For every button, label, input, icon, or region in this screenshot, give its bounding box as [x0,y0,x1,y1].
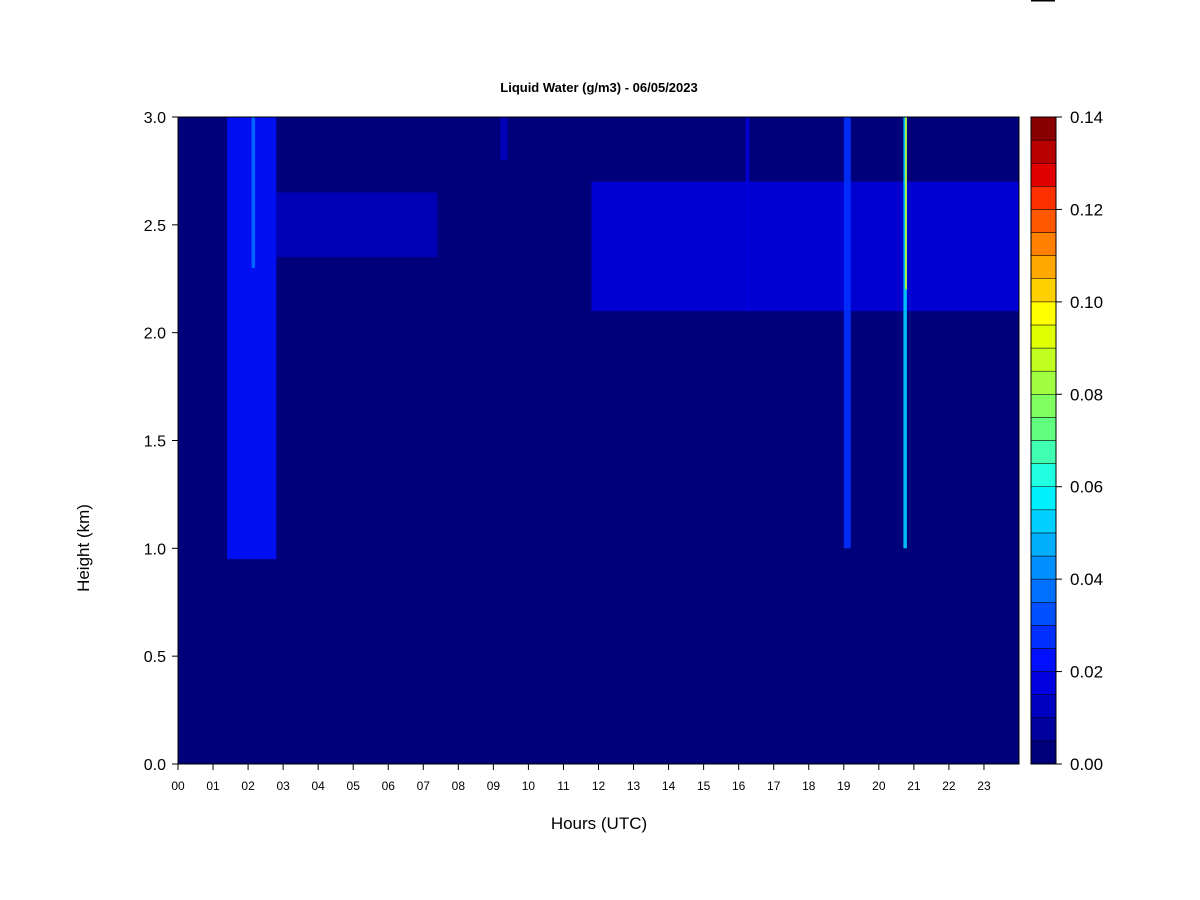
colorbar-tick-label: 0.04 [1070,570,1103,589]
colorbar-segment [1030,463,1057,487]
x-tick-label: 10 [522,779,536,793]
chart-title: Liquid Water (g/m3) - 06/05/2023 [500,80,697,95]
x-tick-label: 20 [872,779,886,793]
x-tick-label: 11 [557,779,570,793]
colorbar-segment [1030,162,1057,187]
y-axis-label: Height (km) [74,504,93,592]
x-tick-label: 14 [662,779,676,793]
x-tick-label: 13 [627,779,641,793]
colorbar-segment [1030,694,1057,719]
colorbar-tick-label: 0.00 [1070,755,1103,774]
colorbar-segment [1030,255,1057,279]
x-tick-label: 05 [347,779,361,793]
x-tick-label: 06 [382,779,396,793]
x-tick-label: 18 [802,779,816,793]
colorbar-segment [1030,209,1057,233]
corner-mark [1031,0,1055,2]
y-axis: 0.0 0.5 1.0 1.5 2.0 2.5 3.0 [144,110,178,774]
colorbar-tick-label: 0.02 [1070,663,1103,682]
x-tick-label: 16 [732,779,746,793]
x-tick-label: 12 [592,779,606,793]
colorbar-segment [1030,671,1057,695]
cloud_layer-1 [591,181,1019,312]
x-tick-label: 01 [206,779,220,793]
x-tick-label: 07 [417,779,431,793]
column-5 [903,117,907,549]
x-tick-label: 02 [241,779,255,793]
colorbar-segment [1030,324,1057,349]
colorbar-tick-label: 0.12 [1070,200,1103,219]
colorbar-segment [1030,648,1057,672]
colorbar-segment [1030,602,1057,626]
x-axis-label: Hours (UTC) [551,814,647,833]
colorbar-tick-label: 0.06 [1070,478,1103,497]
colorbar-segment [1030,440,1057,464]
column-8 [500,117,508,161]
y-tick-label: 3.0 [144,110,166,127]
colorbar-segment [1030,417,1057,441]
column-3 [251,117,256,268]
colorbar-segment [1030,740,1057,765]
x-tick-label: 19 [837,779,851,793]
colorbar-segment [1030,509,1057,534]
y-tick-label: 2.5 [144,218,166,235]
colorbar-segment [1030,186,1057,210]
x-tick-label: 15 [697,779,711,793]
colorbar-tick-label: 0.10 [1070,293,1103,312]
column-6 [905,117,907,290]
colorbar-tick-label: 0.14 [1070,108,1103,127]
x-tick-label: 03 [276,779,290,793]
x-tick-label: 04 [311,779,325,793]
x-tick-label: 09 [487,779,501,793]
x-tick-label: 23 [977,779,991,793]
y-tick-label: 1.5 [144,434,166,451]
colorbar-frame [1030,116,1057,765]
column-7 [745,117,750,312]
x-tick-label: 22 [942,779,956,793]
x-tick-label: 08 [452,779,466,793]
colorbar-tick-label: 0.08 [1070,385,1103,404]
colorbar-ticks: 0.00 0.02 0.04 0.06 0.08 0.10 0.12 0.14 [1056,108,1103,774]
colorbar-segment [1030,301,1057,326]
cloud_layer-0 [276,192,438,258]
x-tick-label: 17 [767,779,781,793]
y-tick-label: 0.5 [144,649,166,666]
colorbar-segment [1030,394,1057,418]
colorbar-segment [1030,578,1057,603]
column-4 [843,117,851,549]
y-tick-label: 1.0 [144,541,166,558]
x-axis: 00 01 02 03 04 05 06 07 08 09 10 11 12 13 14 15 16 17 18 19… [171,764,991,793]
colorbar-segment [1030,717,1057,742]
colorbar-segment [1030,116,1057,141]
colorbar-segment [1030,347,1057,372]
y-tick-label: 0.0 [144,757,166,774]
x-tick-label: 21 [907,779,921,793]
colorbar-segment [1030,370,1057,395]
colorbar-segment [1030,139,1057,164]
colorbar [1030,116,1057,765]
y-tick-label: 2.0 [144,326,166,343]
heatmap-plot-area [178,117,1019,764]
colorbar-segment [1030,232,1057,256]
colorbar-segment [1030,486,1057,511]
colorbar-segment [1030,625,1057,649]
colorbar-segment [1030,532,1057,557]
x-tick-label: 00 [171,779,185,793]
colorbar-segment [1030,278,1057,303]
colorbar-segment [1030,555,1057,580]
